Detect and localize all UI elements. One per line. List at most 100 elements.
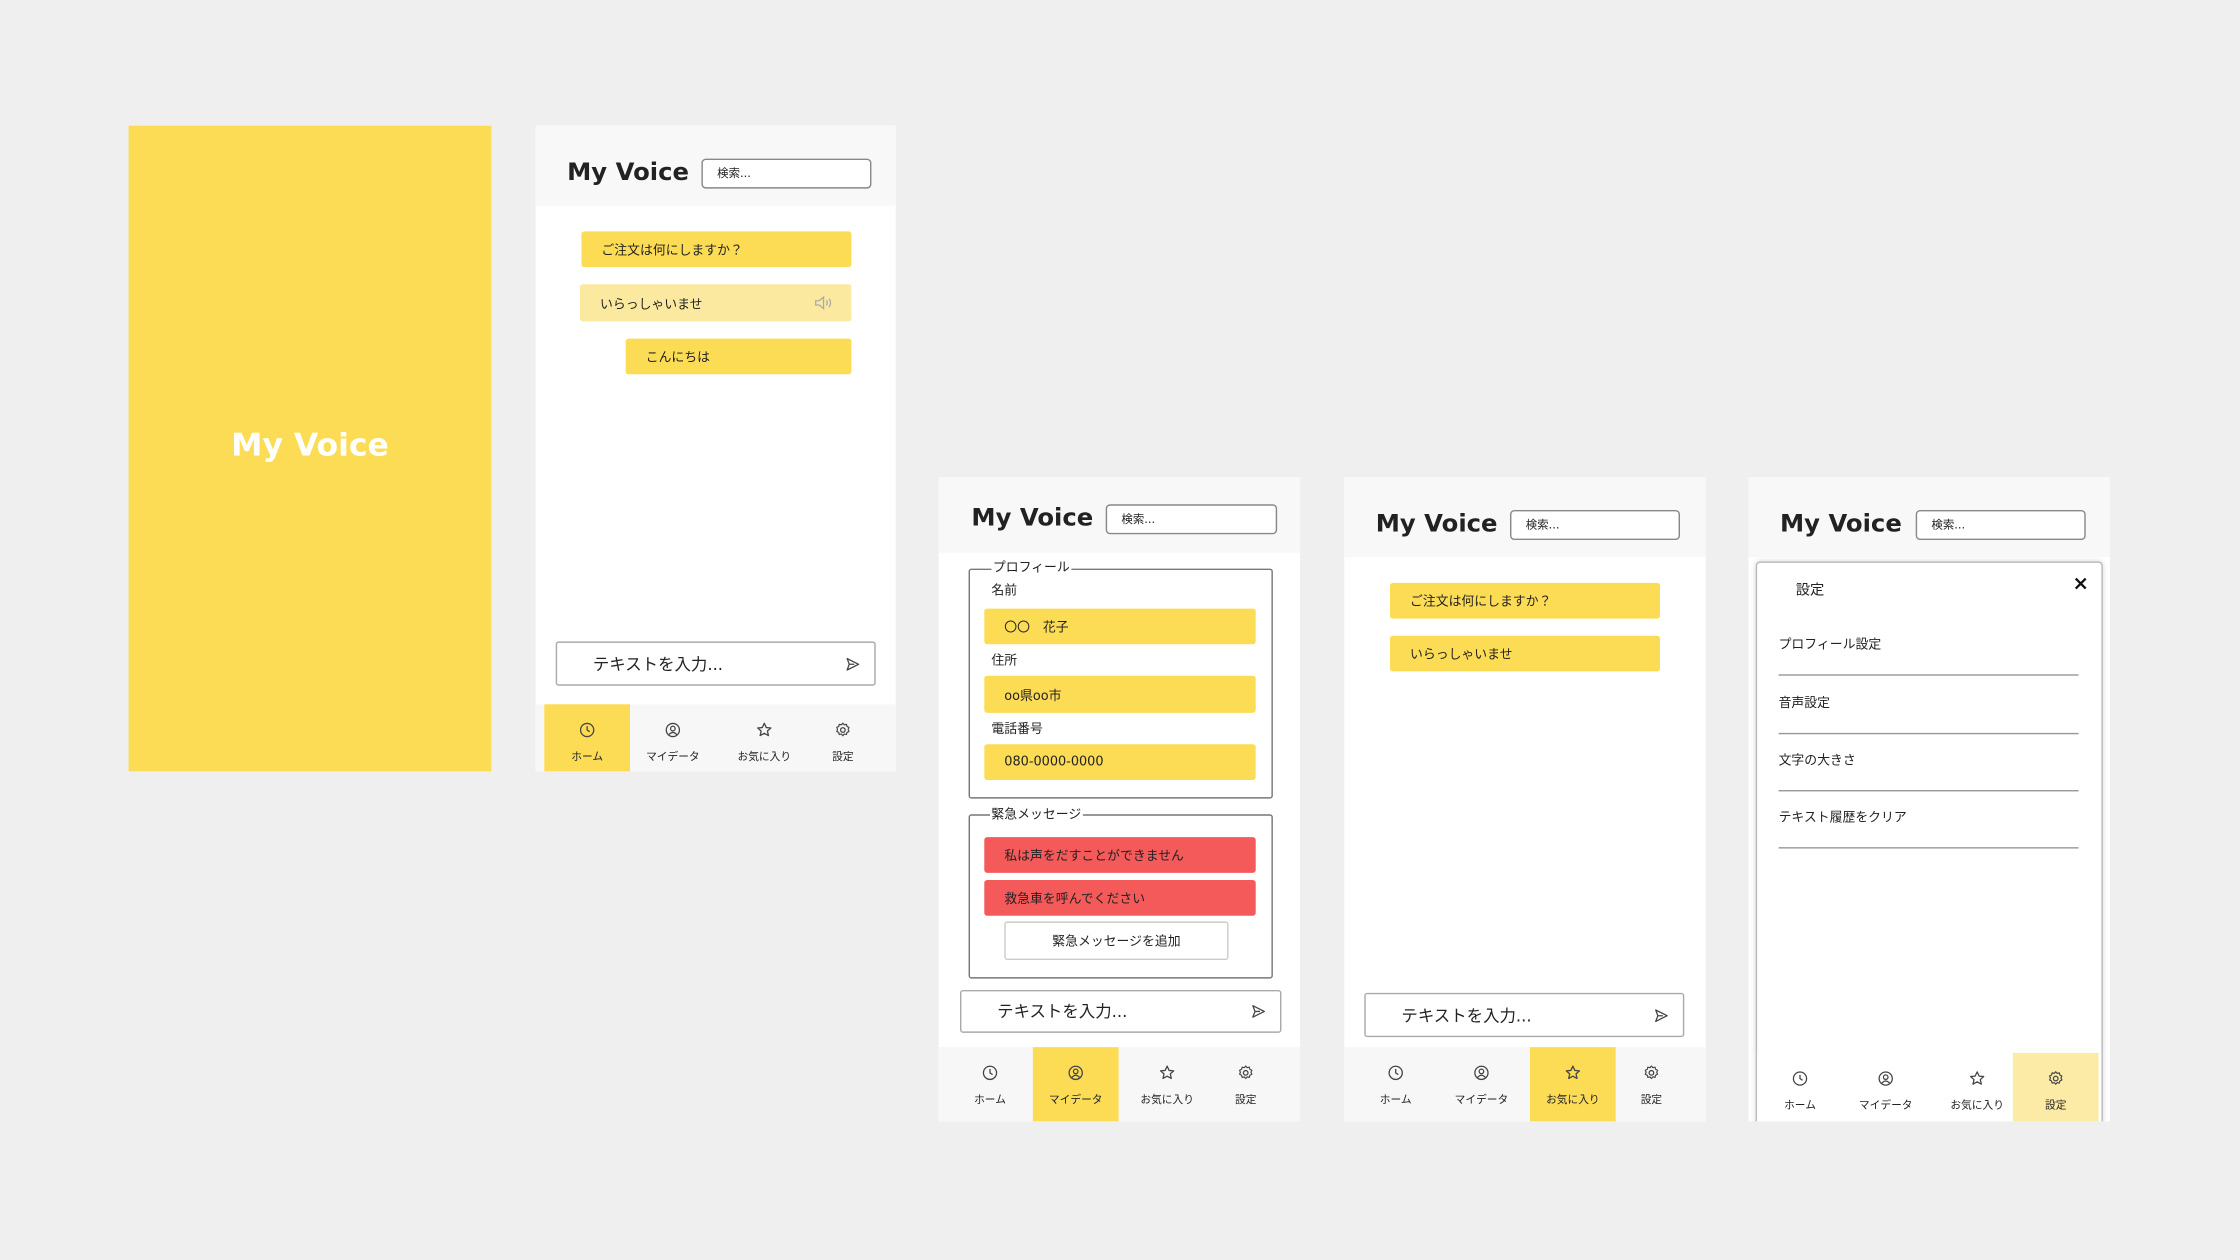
nav-icon xyxy=(1644,1065,1659,1080)
nav-icon xyxy=(1565,1065,1581,1080)
nav-label: ホーム xyxy=(1784,1098,1816,1112)
nav-item[interactable]: お気に入り xyxy=(1934,1053,2020,1122)
field-value[interactable]: oo県oo市 xyxy=(984,675,1256,713)
divider xyxy=(1778,789,2079,792)
nav-item[interactable]: ホーム xyxy=(544,704,630,772)
speaker-icon xyxy=(815,295,832,310)
search-box[interactable]: 検索... xyxy=(1509,509,1680,540)
nav-item[interactable]: お気に入り xyxy=(1124,1047,1210,1121)
close-button[interactable] xyxy=(2074,577,2087,590)
text-input[interactable]: テキストを入力... xyxy=(555,641,876,686)
send-icon[interactable] xyxy=(1251,1004,1265,1018)
emergency-group xyxy=(968,814,1273,979)
app-title: My Voice xyxy=(1779,509,1902,539)
nav-item[interactable]: お気に入り xyxy=(721,704,807,771)
nav-label: マイデータ xyxy=(1858,1098,1913,1112)
group-legend: プロフィール xyxy=(991,561,1072,576)
message-bubble[interactable]: いらっしゃいませ xyxy=(579,284,852,322)
nav-item[interactable]: マイデータ xyxy=(1439,1047,1525,1121)
settings-item[interactable]: 音声設定 xyxy=(1778,697,1831,712)
divider xyxy=(1778,674,2079,676)
input-placeholder: テキストを入力... xyxy=(997,1001,1128,1022)
bottom-nav: ホーム マイデータ お気に入り 設定 xyxy=(1344,1047,1706,1122)
nav-icon xyxy=(982,1065,998,1081)
search-box[interactable]: 検索... xyxy=(1915,509,2086,540)
nav-item[interactable]: マイデータ xyxy=(1843,1053,1929,1122)
emergency-button[interactable]: 私は声をだすことができません xyxy=(984,837,1256,873)
input-placeholder: テキストを入力... xyxy=(1401,1004,1532,1025)
nav-label: 設定 xyxy=(832,749,854,763)
field-label: 住所 xyxy=(991,654,1018,669)
bottom-nav: ホーム マイデータ お気に入り 設定 xyxy=(535,704,896,772)
nav-item[interactable]: 設定 xyxy=(1203,1047,1289,1121)
emergency-button[interactable]: 救急車を呼んでください xyxy=(984,879,1256,916)
text-input[interactable]: テキストを入力... xyxy=(1364,992,1685,1038)
nav-icon xyxy=(1388,1065,1403,1081)
field-label: 電話番号 xyxy=(991,722,1043,738)
profile-group xyxy=(968,568,1273,799)
nav-item[interactable]: ホーム xyxy=(1757,1053,1843,1122)
app-title: My Voice xyxy=(567,158,689,188)
message-bubble[interactable]: ご注文は何にしますか？ xyxy=(581,231,852,268)
nav-icon xyxy=(1792,1071,1808,1086)
message-bubble[interactable]: いらっしゃいませ xyxy=(1389,635,1660,672)
nav-icon xyxy=(2048,1071,2063,1085)
send-icon[interactable] xyxy=(1654,1008,1668,1022)
nav-item[interactable]: 設定 xyxy=(2012,1052,2099,1122)
add-button[interactable]: 緊急メッセージを追加 xyxy=(1004,921,1229,960)
nav-item[interactable]: 設定 xyxy=(1609,1047,1695,1121)
nav-label: ホーム xyxy=(1379,1092,1412,1106)
bottom-nav: ホーム マイデータ お気に入り 設定 xyxy=(1757,1052,2100,1122)
nav-icon xyxy=(1969,1071,1985,1085)
nav-label: ホーム xyxy=(571,749,604,763)
app-title: My Voice xyxy=(1375,509,1498,539)
search-box[interactable]: 検索... xyxy=(1105,504,1278,535)
nav-item[interactable]: ホーム xyxy=(1353,1047,1439,1121)
nav-label: お気に入り xyxy=(1140,1092,1194,1106)
nav-item[interactable]: マイデータ xyxy=(630,704,716,771)
nav-item[interactable]: 設定 xyxy=(800,704,886,771)
app-title: My Voice xyxy=(971,504,1094,533)
nav-icon xyxy=(1068,1065,1083,1081)
nav-label: ホーム xyxy=(974,1092,1006,1106)
divider xyxy=(1778,732,2079,735)
nav-icon xyxy=(836,722,850,737)
message-text: いらっしゃいませ xyxy=(599,297,703,313)
home-screen: My Voice 検索... ご注文は何にしますか？ いらっしゃいませ こんにち… xyxy=(535,125,896,772)
settings-panel xyxy=(1755,561,2103,1122)
field-value[interactable]: 080-0000-0000 xyxy=(984,744,1256,780)
nav-label: お気に入り xyxy=(737,749,792,763)
nav-label: お気に入り xyxy=(1546,1092,1600,1106)
nav-icon xyxy=(665,722,681,738)
settings-item[interactable]: 文字の大きさ xyxy=(1778,754,1856,769)
nav-label: マイデータ xyxy=(646,749,700,763)
nav-label: 設定 xyxy=(1234,1092,1257,1106)
nav-icon xyxy=(1474,1065,1489,1081)
message-bubble[interactable]: こんにちは xyxy=(625,338,852,375)
nav-item[interactable]: ホーム xyxy=(947,1047,1033,1121)
nav-item[interactable]: マイデータ xyxy=(1032,1047,1119,1122)
nav-label: お気に入り xyxy=(1950,1098,2004,1112)
field-label: 名前 xyxy=(991,584,1018,599)
splash-screen: My Voice xyxy=(128,125,492,772)
field-value[interactable]: 〇〇 花子 xyxy=(984,608,1256,645)
input-placeholder: テキストを入力... xyxy=(592,653,724,674)
nav-item[interactable]: お気に入り xyxy=(1529,1047,1616,1122)
send-icon[interactable] xyxy=(846,656,860,670)
nav-icon xyxy=(1878,1071,1893,1086)
text-input[interactable]: テキストを入力... xyxy=(959,989,1282,1033)
message-bubble[interactable]: ご注文は何にしますか？ xyxy=(1389,582,1660,619)
nav-label: マイデータ xyxy=(1454,1092,1509,1106)
search-box[interactable]: 検索... xyxy=(701,158,872,189)
settings-item[interactable]: テキスト履歴をクリア xyxy=(1778,811,1907,826)
nav-icon xyxy=(1238,1065,1253,1080)
nav-icon xyxy=(1159,1065,1175,1080)
nav-label: マイデータ xyxy=(1048,1092,1103,1106)
panel-title: 設定 xyxy=(1795,582,1825,599)
settings-item[interactable]: プロフィール設定 xyxy=(1778,638,1882,653)
bottom-nav: ホーム マイデータ お気に入り 設定 xyxy=(938,1047,1300,1122)
group-legend: 緊急メッセージ xyxy=(989,808,1083,823)
nav-icon xyxy=(757,722,772,737)
